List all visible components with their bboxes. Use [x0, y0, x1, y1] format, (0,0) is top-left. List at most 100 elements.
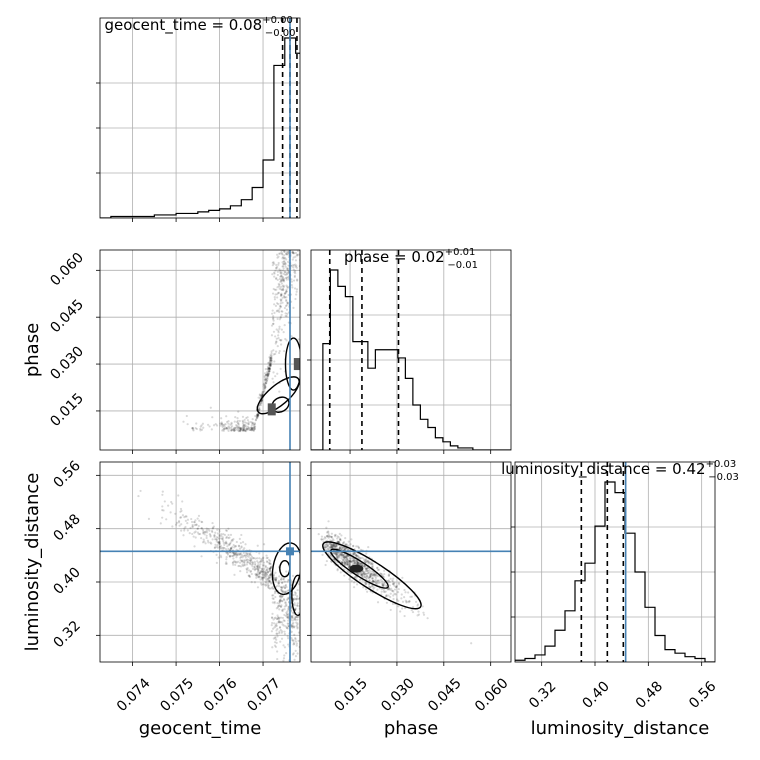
- scatter-point: [356, 573, 359, 576]
- scatter-point: [286, 224, 288, 226]
- scatter-point: [365, 567, 368, 570]
- scatter-point: [342, 556, 346, 559]
- scatter-point: [296, 177, 298, 179]
- scatter-point: [256, 565, 259, 568]
- scatter-point: [225, 536, 228, 540]
- scatter-point: [184, 515, 187, 518]
- scatter-point: [280, 274, 283, 277]
- scatter-point: [278, 630, 281, 633]
- scatter-point: [215, 553, 218, 556]
- scatter-point: [294, 230, 296, 232]
- scatter-point: [275, 253, 279, 256]
- scatter-point: [294, 240, 296, 242]
- scatter-point: [238, 419, 241, 423]
- scatter-point: [233, 554, 236, 557]
- scatter-point: [292, 240, 294, 242]
- scatter-point: [245, 568, 249, 571]
- scatter-point: [202, 530, 205, 533]
- scatter-point: [297, 639, 300, 643]
- scatter-point: [285, 284, 288, 287]
- scatter-point: [183, 527, 186, 530]
- scatter-point: [224, 423, 227, 426]
- scatter-point: [291, 238, 293, 240]
- scatter-point: [262, 543, 266, 546]
- scatter-point: [272, 322, 275, 325]
- y-tick-label: 0.48: [50, 511, 83, 544]
- scatter-point: [294, 297, 297, 301]
- y-tick-label: 0.40: [50, 564, 83, 597]
- scatter-point: [273, 622, 276, 625]
- scatter-point: [246, 554, 249, 557]
- scatter-point: [269, 569, 272, 572]
- scatter-point: [275, 622, 278, 625]
- scatter-point: [219, 545, 223, 548]
- scatter-point: [278, 626, 282, 629]
- contour-inner: [279, 559, 291, 578]
- scatter-point: [218, 530, 221, 533]
- scatter-point: [331, 546, 334, 549]
- scatter-point: [253, 581, 257, 584]
- scatter-point: [341, 556, 344, 559]
- scatter-point: [272, 594, 275, 597]
- scatter-point: [295, 597, 299, 600]
- panel-luminosity_distance-phase: 0.015 0.030 0.045 0.060: [307, 461, 512, 715]
- scatter-point: [285, 296, 288, 299]
- scatter-point: [280, 596, 283, 599]
- scatter-point: [364, 572, 367, 576]
- scatter-point: [194, 536, 197, 539]
- scatter-point: [230, 540, 233, 543]
- scatter-point: [392, 590, 395, 593]
- scatter-point: [268, 367, 272, 370]
- scatter-point: [268, 587, 272, 590]
- scatter-point: [294, 163, 296, 165]
- scatter-point: [251, 427, 254, 430]
- scatter-point: [296, 618, 299, 621]
- scatter-point: [298, 186, 300, 188]
- scatter-point: [279, 272, 282, 275]
- scatter-point: [283, 254, 286, 257]
- scatter-point: [161, 490, 164, 493]
- scatter-point: [248, 575, 251, 578]
- scatter-point: [294, 255, 297, 258]
- scatter-point: [245, 567, 248, 570]
- scatter-point: [273, 295, 276, 299]
- scatter-point: [341, 554, 344, 557]
- scatter-point: [161, 516, 164, 519]
- scatter-point: [284, 261, 287, 265]
- scatter-point: [242, 425, 245, 428]
- scatter-point: [389, 577, 392, 580]
- scatter-point: [292, 256, 295, 259]
- scatter-point: [223, 427, 226, 431]
- scatter-point: [354, 553, 357, 556]
- scatter-point: [231, 561, 234, 565]
- scatter-point: [364, 570, 367, 573]
- scatter-point: [368, 568, 371, 572]
- scatter-point: [369, 573, 372, 576]
- scatter-point: [278, 602, 281, 605]
- scatter-point: [337, 536, 340, 539]
- scatter-point: [289, 221, 291, 223]
- scatter-point: [285, 308, 289, 311]
- scatter-point: [274, 375, 277, 378]
- scatter-point: [228, 427, 231, 430]
- scatter-point: [295, 288, 299, 291]
- scatter-point: [327, 531, 330, 534]
- scatter-point: [268, 562, 272, 565]
- scatter-point: [292, 242, 294, 244]
- scatter-point: [236, 425, 239, 428]
- scatter-point: [208, 425, 211, 428]
- scatter-point: [340, 534, 343, 537]
- scatter-point: [268, 356, 271, 359]
- scatter-point: [225, 427, 228, 430]
- scatter-point: [232, 553, 236, 556]
- scatter-point: [200, 520, 203, 523]
- scatter-point: [165, 518, 168, 521]
- scatter-point: [263, 576, 266, 579]
- scatter-point: [268, 366, 271, 369]
- scatter-point: [280, 251, 283, 254]
- scatter-point: [342, 555, 345, 558]
- scatter-point: [250, 581, 253, 584]
- scatter-point: [291, 231, 293, 233]
- scatter-point: [270, 334, 274, 337]
- scatter-point: [397, 605, 400, 608]
